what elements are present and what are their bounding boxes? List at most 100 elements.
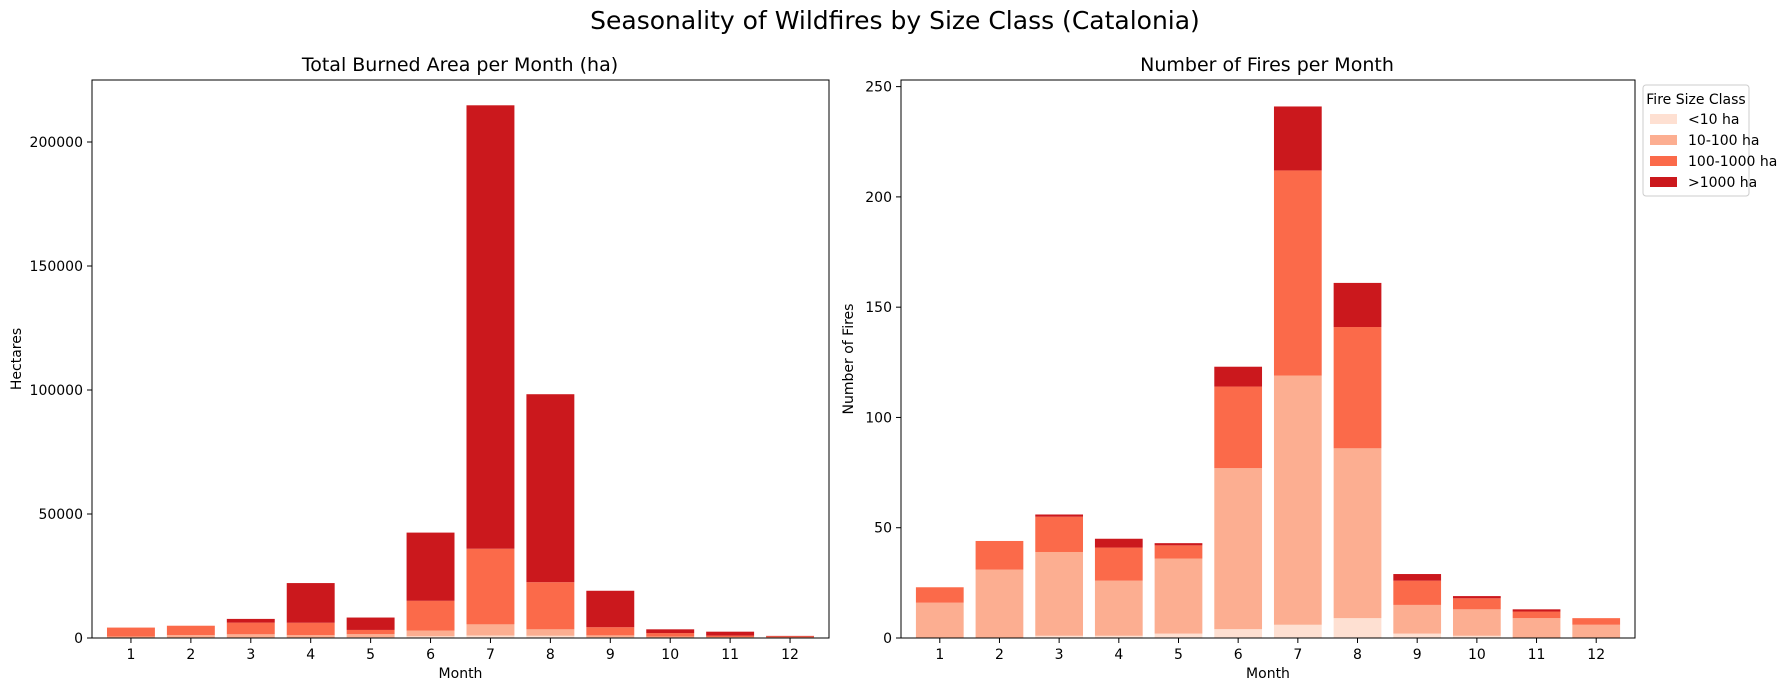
legend-swatch-10-100 <box>1650 135 1677 145</box>
fire-count-bar-m4-10-100 <box>1095 581 1143 636</box>
burned-area-ytick-label: 100000 <box>30 383 83 399</box>
burned-area-bars <box>107 105 814 638</box>
burned-area-chart: Total Burned Area per Month (ha) 0500001… <box>9 54 829 682</box>
fire-count-bar-m11-10-100 <box>1513 618 1561 638</box>
burned-area-bar-m10-gt1000 <box>646 629 694 633</box>
burned-area-bar-m9-100-1000 <box>586 627 634 635</box>
fire-count-xtick-label: 6 <box>1234 647 1243 663</box>
fire-count-ytick-label: 250 <box>865 80 892 96</box>
fire-count-bar-m9-gt1000 <box>1393 574 1441 581</box>
fire-count-bar-m1-10-100 <box>916 603 964 638</box>
burned-area-bar-m3-gt1000 <box>227 619 275 623</box>
burned-area-ytick-label: 0 <box>74 631 83 647</box>
fire-count-bar-m9-lt10 <box>1393 634 1441 638</box>
fire-count-bars <box>916 106 1620 638</box>
burned-area-bar-m3-100-1000 <box>227 623 275 635</box>
burned-area-bar-m7-gt1000 <box>466 105 514 548</box>
burned-area-xtick-label: 7 <box>486 647 495 663</box>
burned-area-frame <box>92 80 829 638</box>
legend-label-gt1000: >1000 ha <box>1688 175 1757 191</box>
burned-area-bar-m11-100-1000 <box>706 636 754 637</box>
fire-count-bar-m6-10-100 <box>1214 468 1262 629</box>
fire-count-bar-m3-gt1000 <box>1035 514 1083 516</box>
fire-count-xtick-label: 9 <box>1413 647 1422 663</box>
burned-area-bar-m2-100-1000 <box>167 626 215 635</box>
burned-area-xtick-label: 6 <box>426 647 435 663</box>
burned-area-bar-m12-100-1000 <box>766 636 814 637</box>
legend: Fire Size Class <10 ha 10-100 ha 100-100… <box>1643 85 1777 196</box>
legend-title: Fire Size Class <box>1646 92 1745 108</box>
burned-area-bar-m10-100-1000 <box>646 633 694 636</box>
burned-area-xtick-label: 12 <box>781 647 799 663</box>
fire-count-bar-m4-gt1000 <box>1095 539 1143 548</box>
fire-count-bar-m7-100-1000 <box>1274 170 1322 375</box>
fire-count-bar-m12-100-1000 <box>1572 618 1620 625</box>
burned-area-xtick-label: 11 <box>721 647 739 663</box>
fire-count-xtick-label: 12 <box>1587 647 1605 663</box>
fire-count-bar-m10-gt1000 <box>1453 596 1501 598</box>
fire-count-bar-m2-10-100 <box>976 570 1024 638</box>
fire-count-bar-m8-gt1000 <box>1334 283 1382 327</box>
burned-area-bar-m5-10-100 <box>347 634 395 637</box>
burned-area-bar-m6-gt1000 <box>407 533 455 601</box>
fire-count-ytick-label: 50 <box>874 521 892 537</box>
fire-count-bar-m5-gt1000 <box>1155 543 1203 545</box>
fire-count-xtick-label: 5 <box>1174 647 1183 663</box>
fire-count-bar-m2-100-1000 <box>976 541 1024 570</box>
legend-label-10-100: 10-100 ha <box>1688 133 1760 149</box>
burned-area-x-label: Month <box>439 666 483 682</box>
fire-count-xtick-label: 4 <box>1114 647 1123 663</box>
burned-area-bar-m4-100-1000 <box>287 623 335 635</box>
fire-count-bar-m10-10-100 <box>1453 609 1501 635</box>
legend-swatch-gt1000 <box>1650 177 1677 187</box>
burned-area-bar-m11-gt1000 <box>706 632 754 636</box>
fire-count-ytick-label: 100 <box>865 410 892 426</box>
burned-area-bar-m5-100-1000 <box>347 630 395 634</box>
legend-swatch-lt10 <box>1650 114 1677 124</box>
fire-count-title: Number of Fires per Month <box>1140 54 1394 76</box>
fire-count-bar-m4-100-1000 <box>1095 548 1143 581</box>
burned-area-bar-m6-10-100 <box>407 631 455 637</box>
fire-count-bar-m11-gt1000 <box>1513 609 1561 611</box>
burned-area-bar-m4-10-100 <box>287 635 335 637</box>
fire-count-chart: Number of Fires per Month 05010015020025… <box>841 54 1635 682</box>
fire-count-bar-m6-gt1000 <box>1214 367 1262 387</box>
legend-label-lt10: <10 ha <box>1688 112 1739 128</box>
figure-title: Seasonality of Wildfires by Size Class (… <box>590 6 1200 35</box>
burned-area-xtick-label: 8 <box>546 647 555 663</box>
burned-area-bar-m2-10-100 <box>167 635 215 637</box>
fire-count-bar-m6-100-1000 <box>1214 387 1262 469</box>
burned-area-bar-m1-100-1000 <box>107 628 155 637</box>
fire-count-bar-m7-lt10 <box>1274 625 1322 638</box>
fire-count-bar-m5-lt10 <box>1155 634 1203 638</box>
fire-count-xtick-label: 10 <box>1468 647 1486 663</box>
burned-area-bar-m8-10-100 <box>526 629 574 635</box>
fire-count-bar-m5-10-100 <box>1155 559 1203 634</box>
burned-area-xtick-label: 10 <box>661 647 679 663</box>
burned-area-bar-m9-10-100 <box>586 635 634 637</box>
fire-count-xtick-label: 1 <box>935 647 944 663</box>
fire-count-bar-m8-100-1000 <box>1334 327 1382 448</box>
fire-count-bar-m9-10-100 <box>1393 605 1441 634</box>
fire-count-bar-m1-100-1000 <box>916 587 964 602</box>
burned-area-bar-m3-10-100 <box>227 634 275 637</box>
burned-area-bar-m8-gt1000 <box>526 394 574 582</box>
fire-count-xtick-label: 3 <box>1055 647 1064 663</box>
fire-count-bar-m8-10-100 <box>1334 448 1382 618</box>
burned-area-y-label: Hectares <box>9 328 25 390</box>
burned-area-ytick-label: 150000 <box>30 259 83 275</box>
fire-count-ytick-label: 0 <box>883 631 892 647</box>
fire-count-bar-m12-10-100 <box>1572 625 1620 638</box>
fire-count-bar-m3-100-1000 <box>1035 517 1083 552</box>
burned-area-bar-m9-gt1000 <box>586 591 634 627</box>
fire-count-x-label: Month <box>1246 666 1290 682</box>
fire-count-bar-m3-10-100 <box>1035 552 1083 636</box>
fire-count-bar-m8-lt10 <box>1334 618 1382 638</box>
fire-count-bar-m7-gt1000 <box>1274 106 1322 170</box>
burned-area-xtick-label: 9 <box>606 647 615 663</box>
